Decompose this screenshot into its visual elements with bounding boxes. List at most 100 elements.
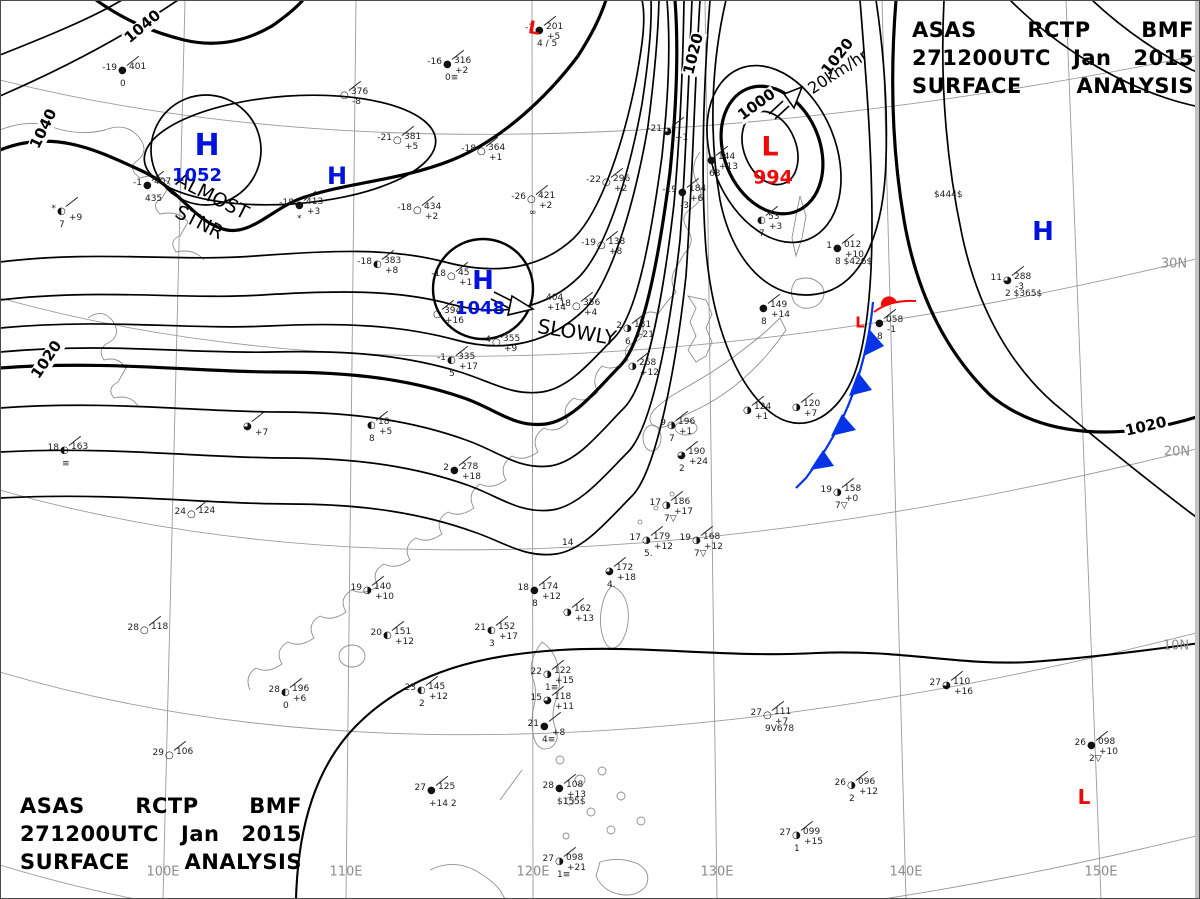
station-t: -18 (397, 203, 412, 213)
station-sy: ◕ (677, 450, 686, 461)
station-sy: ○ (492, 337, 501, 348)
title-block-bottom-left: ASAS RCTP BMF 271200UTC Jan 2015 SURFACE ANALYS… (20, 792, 302, 876)
longitude-line-120e (531, 0, 534, 899)
station-t: 20 (370, 628, 382, 638)
coast-island (562, 832, 570, 840)
coast-island (565, 796, 575, 806)
low-pressure-symbol: L (855, 313, 865, 332)
station-t: -18 (357, 257, 372, 267)
station-sy: ● (450, 465, 459, 476)
station-sy: ◕ (942, 680, 951, 691)
title-word: ANALYSIS (184, 850, 302, 874)
station-p: 131 (634, 320, 652, 330)
station-t: -1 (437, 353, 446, 363)
title-line: 271200UTC Jan 2015 (912, 44, 1194, 72)
isobar-thin (0, 0, 123, 56)
station-d: +8 (552, 728, 566, 738)
graticule-label: 130E (700, 864, 734, 880)
station-p: 099 (803, 827, 821, 837)
coast-sakhalin (791, 195, 807, 258)
station-d: +18 (617, 573, 636, 583)
isobar-south (294, 641, 1200, 899)
cold-front-triangle (810, 450, 834, 470)
station-d: +8 (609, 247, 623, 257)
station-p: 201 (546, 22, 564, 32)
title-line: 271200UTC Jan 2015 (20, 820, 302, 848)
station-d: +12 (640, 368, 659, 378)
coast-island (606, 825, 616, 835)
station-p: 138 (608, 237, 626, 247)
station-sy: ● (535, 25, 544, 36)
station-t: -18 (431, 269, 446, 279)
station-sy: ◑ (833, 487, 842, 498)
station-t: 2 (616, 321, 622, 331)
station-t: 18 (47, 443, 59, 453)
longitude-line-110e (345, 0, 357, 899)
title-word: BMF (1141, 18, 1194, 42)
station-t: 15 (530, 693, 542, 703)
station-t: 28 (268, 685, 280, 695)
graticule-label: 20N (1163, 444, 1191, 460)
station-d: +17 (499, 632, 518, 642)
station-b: ≡ (62, 459, 70, 469)
coast-hokkaido (791, 277, 825, 309)
title-word: RCTP (1027, 18, 1091, 42)
low-pressure-symbol-value: 994 (753, 166, 793, 189)
station-sy: ◐ (57, 206, 66, 217)
station-t: -1 (133, 178, 142, 188)
station-sy: ◑ (555, 856, 564, 867)
station-sy: ◕ (1003, 275, 1012, 286)
station-sy: ◑ (792, 830, 801, 841)
station-t: -18 (461, 144, 476, 154)
station-d: +5 (379, 427, 393, 437)
station-d: +21 (635, 330, 654, 340)
station-p: 364 (488, 143, 506, 153)
isobar-closed-1044 (431, 237, 535, 341)
station-p: 122 (554, 666, 572, 676)
coast-shikoku (674, 420, 698, 436)
isobar-1020-bold-west (0, 0, 679, 427)
station-b: 435 (145, 194, 163, 204)
station-d: +3 (307, 207, 321, 217)
low-pressure-symbol: L (1077, 785, 1091, 809)
title-word: 2015 (1133, 46, 1194, 70)
station-sy: ○ (187, 509, 196, 520)
station-sy: ● (678, 187, 687, 198)
station-t: 27 (750, 708, 762, 718)
station-t: 24 (174, 507, 186, 517)
station-sy: ◑ (363, 585, 372, 596)
station-sy: ◐ (383, 630, 392, 641)
station-p: 376 (351, 87, 369, 97)
station-t: 28 (542, 781, 554, 791)
station-d: +13 (575, 614, 594, 624)
station-b: 1≡ (545, 683, 559, 693)
station-p: 18 (378, 417, 390, 427)
title-word: 271200UTC (20, 822, 159, 846)
station-b: 8 (877, 332, 883, 342)
station-d: +17 (459, 362, 478, 372)
latitude-line-20n (0, 447, 1200, 551)
station-p: 288 (1014, 272, 1032, 282)
station-t: -22 (586, 175, 601, 185)
station-d: +12 (395, 637, 414, 647)
coast-kyushu (642, 424, 662, 452)
station-sy: ◑ (642, 535, 651, 546)
isobar-closed-1048 (150, 94, 262, 206)
station-d: +3 (769, 222, 783, 232)
station-p: 110 (953, 677, 971, 687)
longitude-line-150e (1065, 0, 1102, 899)
station-b: 63 (709, 169, 721, 179)
station-t: -19 (581, 238, 596, 248)
station-d: -1 (887, 325, 896, 335)
station-t: -16 (427, 57, 442, 67)
station-p: 149 (770, 300, 788, 310)
station-p: 140 (374, 582, 392, 592)
station-d: +0 (845, 494, 859, 504)
arrow-high-1048 (490, 291, 536, 317)
latitude-line-10n (0, 631, 1200, 736)
high-pressure-symbol: H (1032, 217, 1054, 247)
station-p: 111 (774, 707, 792, 717)
